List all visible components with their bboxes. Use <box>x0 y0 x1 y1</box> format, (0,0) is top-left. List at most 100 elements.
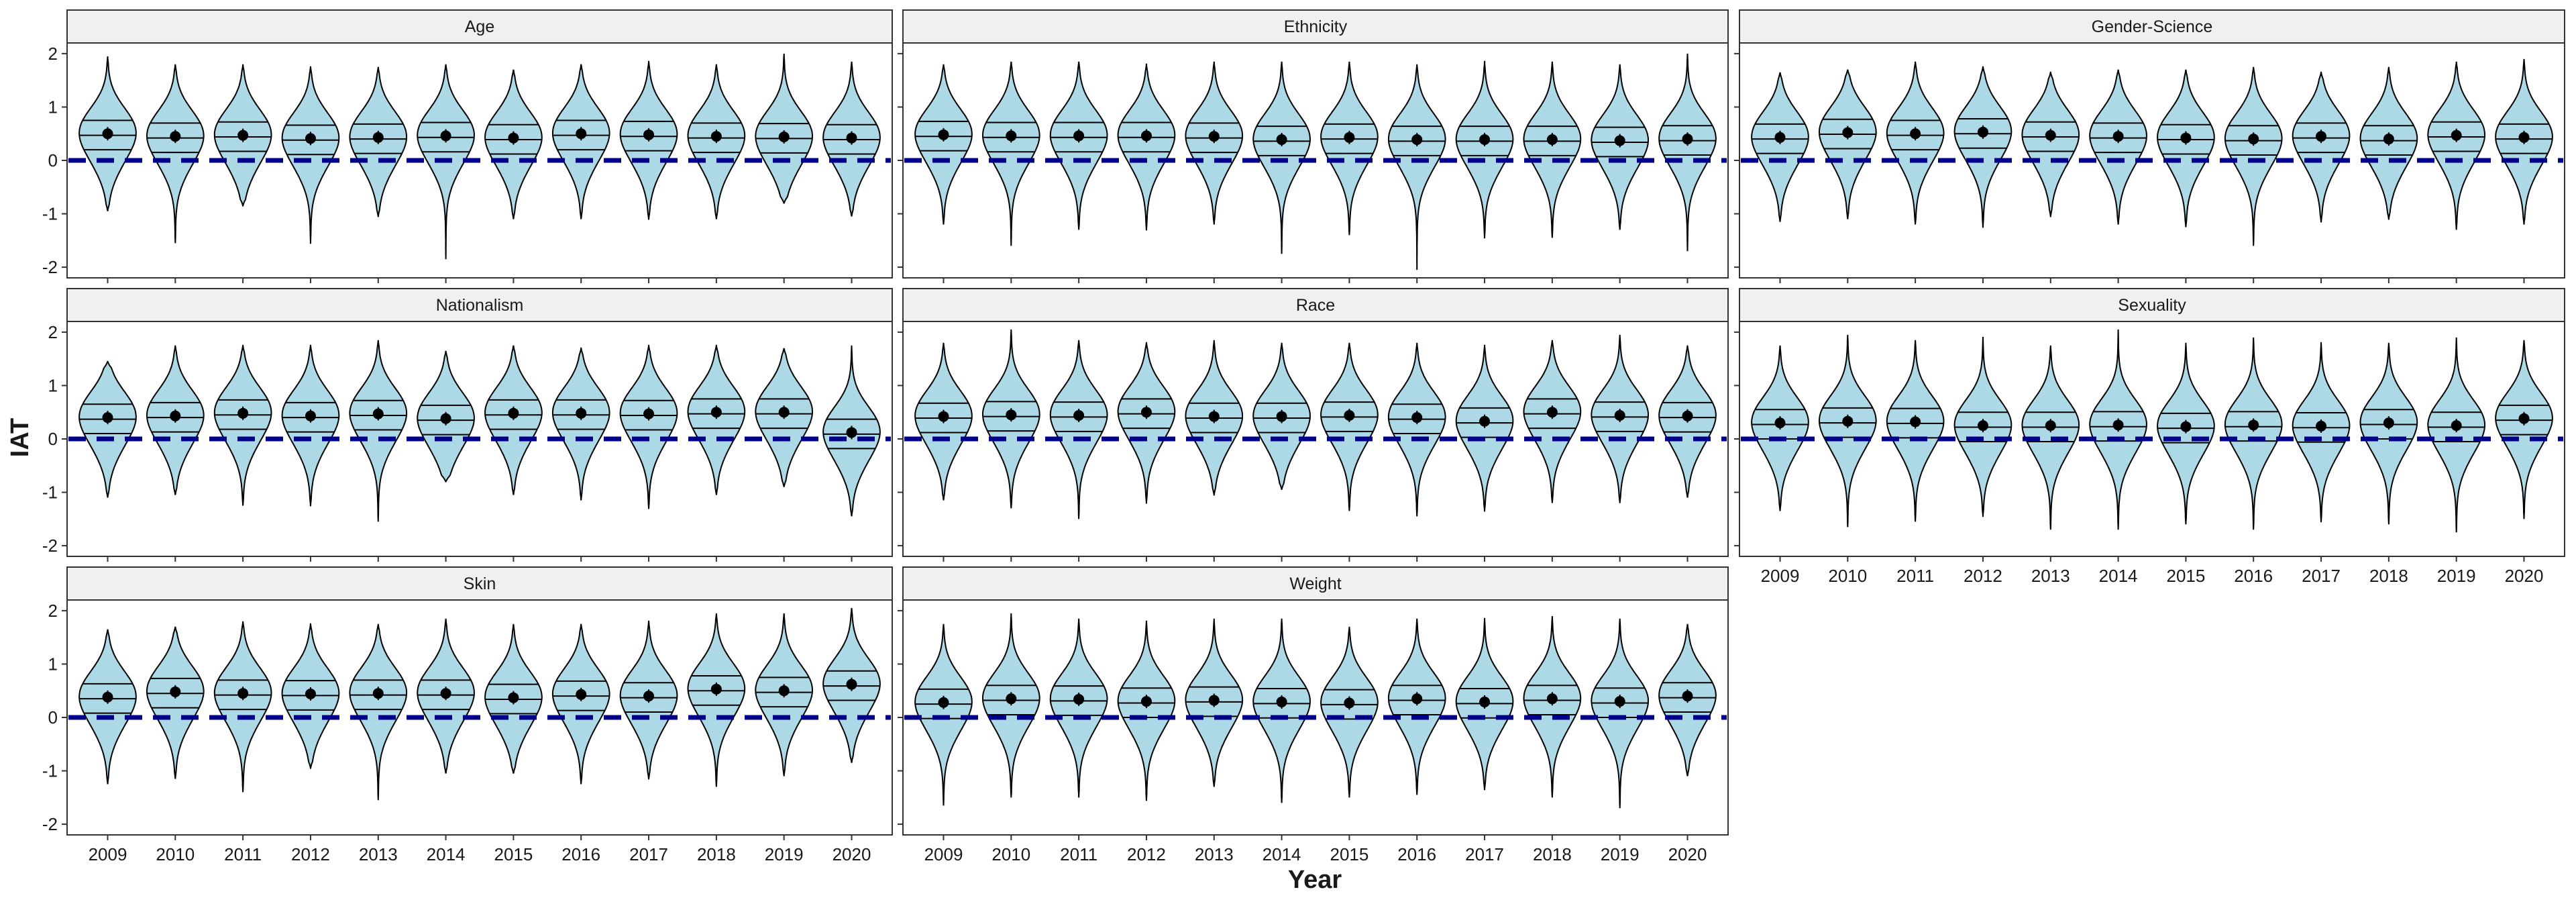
mean-point-ethnicity-2015 <box>1344 132 1355 143</box>
violin-gender-science-2015 <box>2157 69 2215 228</box>
violin-gender-science-2019 <box>2427 61 2485 230</box>
strip-gender-science <box>1739 9 2565 44</box>
mean-point-sexuality-2018 <box>2383 417 2394 429</box>
strip-sexuality <box>1739 288 2565 322</box>
mean-point-nationalism-2019 <box>778 407 790 418</box>
mean-point-skin-2012 <box>305 689 316 699</box>
mean-point-age-2014 <box>440 130 451 142</box>
x-tick-label-sexuality-2014: 2014 <box>2099 566 2138 586</box>
strip-age <box>66 9 893 44</box>
mean-point-race-2015 <box>1344 410 1355 421</box>
y-tick-label-nationalism-1: 1 <box>48 375 58 395</box>
mean-point-sexuality-2012 <box>1977 420 1988 432</box>
mean-point-skin-2019 <box>778 685 790 697</box>
strip-label-skin: Skin <box>464 574 496 593</box>
violin-ethnicity-2018 <box>1523 61 1582 238</box>
x-tick-label-sexuality-2016: 2016 <box>2234 566 2273 586</box>
mean-point-ethnicity-2013 <box>1208 131 1220 142</box>
x-tick-label-weight-2011: 2011 <box>1060 844 1097 864</box>
violin-sexuality-2020 <box>2495 340 2553 519</box>
x-tick-label-skin-2015: 2015 <box>494 844 533 864</box>
panel-sexuality: Sexuality 2009 2010 2011 2012 2013 2014 2015 201… <box>1734 288 2565 586</box>
x-tick-label-sexuality-2009: 2009 <box>1761 566 1800 586</box>
mean-point-skin-2020 <box>846 679 857 690</box>
violin-gender-science-2017 <box>2292 71 2351 223</box>
mean-point-ethnicity-2019 <box>1614 135 1625 146</box>
mean-point-skin-2009 <box>102 691 113 703</box>
x-tick-label-sexuality-2018: 2018 <box>2369 566 2408 586</box>
x-tick-label-skin-2011: 2011 <box>224 844 262 864</box>
mean-point-ethnicity-2020 <box>1682 134 1693 145</box>
violin-gender-science-2013 <box>2021 71 2080 217</box>
x-tick-label-skin-2020: 2020 <box>833 844 871 864</box>
x-tick-label-sexuality-2020: 2020 <box>2505 566 2544 586</box>
violin-age-2016 <box>551 64 610 219</box>
mean-point-age-2011 <box>237 130 249 141</box>
x-tick-label-weight-2015: 2015 <box>1330 844 1368 864</box>
x-tick-label-weight-2012: 2012 <box>1127 844 1166 864</box>
x-tick-label-weight-2018: 2018 <box>1533 844 1572 864</box>
mean-point-skin-2013 <box>372 688 384 699</box>
mean-point-age-2016 <box>576 128 587 140</box>
y-tick-label-age-1: 1 <box>48 97 58 117</box>
violin-nationalism-2012 <box>281 344 340 507</box>
mean-point-weight-2010 <box>1006 693 1017 705</box>
mean-point-race-2018 <box>1546 407 1558 418</box>
mean-point-nationalism-2018 <box>710 407 722 418</box>
mean-point-nationalism-2015 <box>508 407 519 419</box>
mean-point-age-2019 <box>778 132 790 142</box>
y-tick-label-nationalism--2: -2 <box>42 536 58 556</box>
panel-nationalism: Nationalism -2 -1 0 1 2 <box>42 288 893 562</box>
mean-point-sexuality-2009 <box>1774 417 1786 429</box>
y-tick-label-age-0: 0 <box>48 150 58 170</box>
x-tick-label-skin-2010: 2010 <box>156 844 195 864</box>
x-tick-label-skin-2017: 2017 <box>629 844 668 864</box>
strip-label-weight: Weight <box>1289 574 1341 593</box>
mean-point-weight-2014 <box>1276 696 1287 707</box>
mean-point-gender-science-2012 <box>1977 126 1988 138</box>
violin-sexuality-2015 <box>2157 342 2215 525</box>
y-tick-label-skin-0: 0 <box>48 707 58 728</box>
mean-point-race-2013 <box>1208 411 1220 422</box>
mean-point-gender-science-2019 <box>2451 130 2462 141</box>
strip-skin <box>66 566 893 601</box>
mean-point-weight-2015 <box>1344 697 1355 709</box>
mean-point-nationalism-2014 <box>440 413 451 424</box>
violin-nationalism-2009 <box>78 360 137 498</box>
mean-point-sexuality-2013 <box>2045 420 2056 432</box>
mean-point-weight-2011 <box>1073 693 1085 705</box>
mean-point-ethnicity-2011 <box>1073 130 1085 142</box>
mean-point-race-2017 <box>1479 415 1491 427</box>
mean-point-ethnicity-2009 <box>938 129 949 140</box>
panel-ethnicity: Ethnicity <box>898 9 1729 283</box>
panel-weight: Weight 2009 2010 2011 2012 2013 2014 2015 2016 20… <box>898 566 1729 864</box>
violin-race-2012 <box>1117 342 1176 504</box>
x-tick-label-weight-2009: 2009 <box>924 844 963 864</box>
x-tick-label-skin-2019: 2019 <box>765 844 804 864</box>
mean-point-sexuality-2015 <box>2180 421 2192 432</box>
mean-point-age-2009 <box>102 128 113 140</box>
mean-point-gender-science-2010 <box>1842 127 1854 138</box>
x-tick-label-skin-2014: 2014 <box>427 844 466 864</box>
x-tick-label-skin-2018: 2018 <box>697 844 736 864</box>
strip-nationalism <box>66 288 893 322</box>
mean-point-weight-2016 <box>1411 693 1423 705</box>
mean-point-weight-2019 <box>1614 696 1625 707</box>
strip-race <box>902 288 1729 322</box>
mean-point-age-2012 <box>305 133 316 144</box>
violin-ethnicity-2014 <box>1252 61 1311 254</box>
mean-point-skin-2016 <box>576 689 587 700</box>
violin-nationalism-2013 <box>349 340 408 522</box>
x-tick-label-sexuality-2010: 2010 <box>1828 566 1867 586</box>
mean-point-race-2009 <box>938 411 949 422</box>
violin-race-2018 <box>1523 340 1582 503</box>
violin-age-2010 <box>146 64 205 244</box>
violin-ethnicity-2015 <box>1320 61 1379 236</box>
mean-point-age-2015 <box>508 132 519 144</box>
violin-weight-2015 <box>1320 626 1379 798</box>
violin-nationalism-2017 <box>619 344 678 509</box>
facet-panels: Age -2 -1 0 1 2 Ethnicity Gender-Science Nationa… <box>42 9 2565 864</box>
violin-race-2016 <box>1387 342 1446 517</box>
mean-point-age-2013 <box>372 132 384 143</box>
panel-skin: Skin -2 -1 0 1 2 2009 2010 2011 2012 2013 2014 2015 2… <box>42 566 893 864</box>
